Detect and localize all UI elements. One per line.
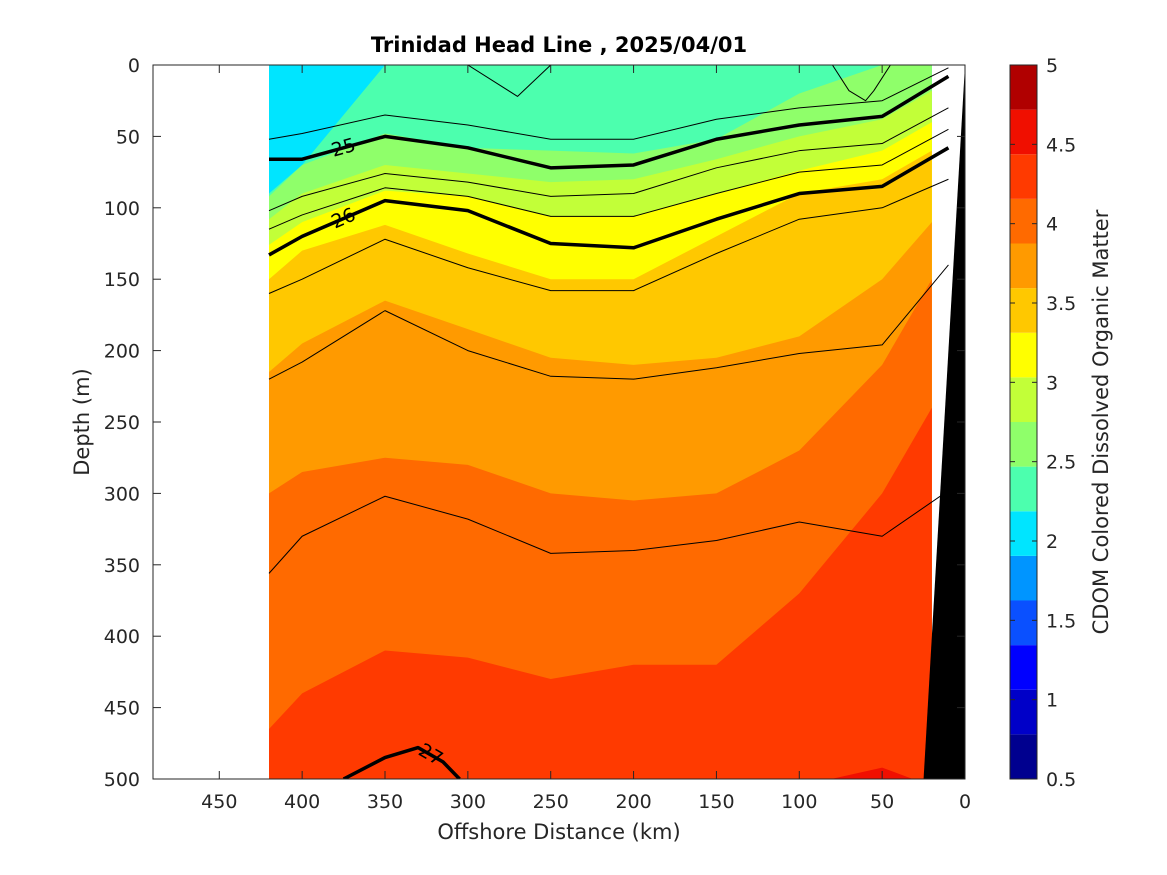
colorbar-tick-label: 4 — [1046, 214, 1058, 236]
colorbar-segment — [1010, 109, 1037, 155]
x-tick-label: 50 — [870, 791, 894, 813]
y-tick-label: 200 — [104, 341, 140, 363]
colorbar-segment — [1010, 377, 1037, 422]
y-tick-label: 300 — [104, 483, 140, 505]
color-band-8 — [269, 407, 932, 779]
y-tick-label: 0 — [128, 55, 140, 77]
contour-line-9 — [467, 65, 552, 97]
x-tick-label: 450 — [201, 791, 237, 813]
y-tick-label: 500 — [104, 769, 140, 791]
contour-line-3 — [268, 107, 949, 212]
contour-line-0 — [269, 74, 950, 170]
colorbar-tick-label: 3.5 — [1046, 293, 1076, 315]
x-tick-label: 100 — [781, 791, 817, 813]
contour-line-2 — [342, 745, 461, 779]
x-tick-label: 200 — [615, 791, 651, 813]
y-tick-label: 250 — [104, 412, 140, 434]
colorbar-segment — [1010, 422, 1037, 467]
y-axis-ticks: 0 50 100 150 200 250 300 350 400 450 500 — [104, 55, 965, 791]
colorbar-segment — [1010, 734, 1037, 779]
colorbar-tick-label: 1.5 — [1046, 610, 1076, 632]
bathymetry-shape — [923, 65, 965, 779]
y-tick-label: 150 — [104, 269, 140, 291]
bathymetry — [923, 65, 965, 779]
colorbar-segment — [1010, 154, 1037, 199]
colorbar-tick-label: 2 — [1046, 531, 1058, 553]
contour-line-5 — [268, 178, 949, 294]
color-bands — [269, 65, 932, 779]
colorbar: 0.5 1 1.5 2 2.5 3 3.5 4 4.5 5 — [1009, 55, 1076, 791]
colorbar-tick-label: 0.5 — [1046, 769, 1076, 791]
contour-line-4 — [268, 128, 949, 230]
y-tick-label: 450 — [104, 698, 140, 720]
color-band-9 — [269, 767, 932, 779]
colorbar-tick-label: 4.5 — [1046, 134, 1076, 156]
colorbar-segment — [1010, 466, 1037, 512]
x-tick-label: 250 — [533, 791, 569, 813]
colorbar-segment — [1010, 243, 1037, 289]
x-tick-label: 150 — [698, 791, 734, 813]
colorbar-frame — [1009, 64, 1038, 780]
y-tick-label: 400 — [104, 626, 140, 648]
y-tick-label: 50 — [116, 126, 140, 148]
x-axis-ticks: 450 400 350 300 250 200 150 100 50 0 — [201, 65, 971, 813]
y-axis-label: Depth (m) — [70, 368, 94, 475]
colorbar-tick-label: 5 — [1046, 55, 1058, 77]
colorbar-segment — [1010, 600, 1037, 646]
colorbar-segment — [1010, 288, 1037, 333]
colorbar-tick-label: 1 — [1046, 690, 1058, 712]
colorbar-tick-label: 2.5 — [1046, 452, 1076, 474]
contour-line-7 — [268, 490, 949, 574]
x-tick-label: 0 — [959, 791, 971, 813]
chart-title: Trinidad Head Line , 2025/04/01 — [371, 33, 747, 57]
colorbar-segment — [1010, 689, 1037, 735]
x-tick-label: 350 — [367, 791, 403, 813]
colorbar-segment — [1010, 511, 1037, 556]
colorbar-label: CDOM Colored Dissolved Organic Matter — [1089, 209, 1113, 634]
colorbar-tick-label: 3 — [1046, 372, 1058, 394]
contour-line-1 — [268, 146, 950, 257]
contour-line-10 — [832, 65, 891, 102]
colorbar-segment — [1010, 555, 1037, 601]
contour-line-6 — [268, 264, 949, 380]
x-axis-label: Offshore Distance (km) — [437, 820, 680, 844]
colorbar-segment — [1010, 645, 1037, 690]
colorbar-segment — [1010, 65, 1037, 110]
colorbar-segment — [1010, 198, 1037, 244]
x-tick-label: 300 — [450, 791, 486, 813]
contour-line-8 — [268, 67, 949, 140]
colorbar-segment — [1010, 332, 1037, 378]
y-tick-label: 350 — [104, 555, 140, 577]
y-tick-label: 100 — [104, 198, 140, 220]
x-tick-label: 400 — [284, 791, 320, 813]
